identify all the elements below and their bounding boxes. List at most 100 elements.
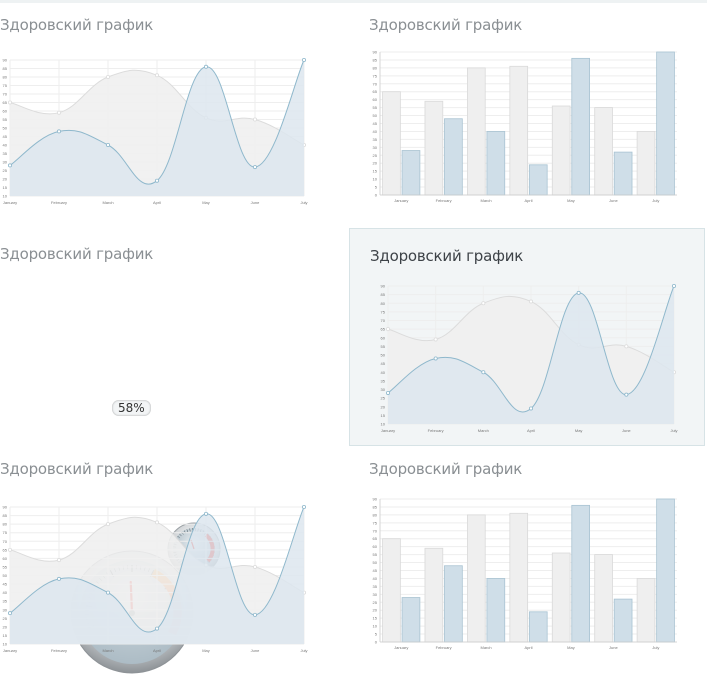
x-tick-label: July: [300, 200, 307, 205]
y-tick-label: 85: [381, 292, 386, 297]
data-point: [106, 75, 111, 80]
area-chart: 10 15 20 25 30 35 40 45 50 55 60 65 70 75 80 85 90 Januar…: [3, 58, 308, 206]
bar: [382, 91, 401, 196]
y-tick-label: 35: [373, 584, 378, 589]
y-tick-label: 10: [373, 177, 378, 182]
gauge-chart: [70, 522, 221, 674]
bar: [467, 514, 486, 643]
gridlines: [380, 51, 677, 196]
data-point: [252, 117, 257, 122]
y-tick-label: 75: [373, 73, 378, 78]
y-tick-label: 80: [3, 522, 8, 527]
series-line: [9, 506, 305, 633]
bar: [656, 51, 675, 196]
data-point: [301, 505, 306, 510]
y-tick-label: 60: [373, 544, 378, 549]
data-point: [301, 58, 306, 63]
bar: [401, 597, 421, 643]
data-point: [624, 392, 629, 397]
x-tick-label: April: [524, 645, 532, 650]
data-point: [106, 522, 111, 527]
x-tick-label: May: [202, 200, 210, 205]
x-tick-label: June: [622, 428, 631, 433]
x-tick-label: May: [567, 198, 575, 203]
gridlines: [380, 498, 677, 643]
x-tick-label: March: [102, 200, 113, 205]
y-tick-label: 70: [373, 81, 378, 86]
x-tick-label: July: [652, 645, 659, 650]
y-tick-label: 30: [3, 607, 8, 612]
y-tick-label: 80: [381, 301, 386, 306]
data-point: [154, 626, 159, 631]
panel-bar-bottom-right: Здоровский график 0 5 10 15 20 25 30 35 40 45 50 55…: [345, 448, 707, 683]
gauge-readout: 58%: [112, 400, 151, 416]
panel-line-bottom-left: Здоровский график 10 15 20 25 30 35 40 45 50 55 60…: [0, 448, 340, 683]
data-point: [57, 576, 62, 581]
y-tick-label: 70: [381, 318, 386, 323]
y-tick-label: 65: [381, 327, 386, 332]
x-tick-label: February: [436, 198, 452, 203]
gauge-tick: [189, 528, 191, 532]
bar: [594, 107, 613, 196]
x-tick-label: May: [567, 645, 575, 650]
data-point: [7, 547, 12, 552]
bar: [613, 151, 633, 196]
bar: [528, 611, 548, 643]
series-area: [388, 286, 674, 424]
gauge-tick: [186, 529, 189, 533]
y-tick-label: 50: [381, 353, 386, 358]
y-tick-label: 55: [373, 105, 378, 110]
panel-title: Здоровский график: [370, 247, 524, 265]
data-point: [57, 110, 62, 115]
y-tick-label: 75: [3, 530, 8, 535]
x-tick-label: April: [153, 648, 161, 653]
x-tick-label: January: [381, 428, 395, 433]
x-tick-label: April: [153, 200, 161, 205]
data-point: [154, 520, 159, 525]
x-tick-label: January: [3, 648, 17, 653]
data-point: [203, 511, 208, 516]
y-tick-label: 45: [3, 134, 8, 139]
y-tick-label: 15: [3, 633, 8, 638]
x-tick-label: June: [251, 648, 260, 653]
y-tick-label: 55: [373, 552, 378, 557]
y-tick-label: 50: [373, 113, 378, 118]
data-point: [106, 142, 111, 147]
data-point: [386, 327, 391, 332]
y-tick-label: 30: [373, 592, 378, 597]
y-tick-label: 0: [375, 640, 378, 645]
x-tick-label: March: [481, 645, 492, 650]
data-point: [528, 299, 533, 304]
data-point: [252, 165, 257, 170]
x-tick-label: January: [394, 198, 408, 203]
data-point: [252, 564, 257, 569]
data-point: [154, 178, 159, 183]
y-tick-label: 80: [373, 65, 378, 70]
bar: [528, 164, 548, 196]
bar: [401, 150, 421, 196]
data-point: [386, 390, 391, 395]
bar: [571, 57, 590, 196]
y-tick-label: 45: [373, 121, 378, 126]
bar: [509, 65, 529, 196]
x-tick-label: June: [609, 645, 618, 650]
bar: [467, 67, 486, 196]
y-tick-label: 20: [373, 161, 378, 166]
x-tick-label: May: [202, 648, 210, 653]
panel-bar-top-right: Здоровский график 0 5 10 15 20 25 30 35 40 45 50 55…: [345, 0, 707, 225]
series-line: [9, 59, 305, 185]
y-tick-label: 15: [3, 185, 8, 190]
bar: [636, 578, 656, 643]
bar: [382, 538, 401, 643]
series-area: [10, 507, 304, 644]
y-tick-label: 25: [373, 153, 378, 158]
y-tick-label: 60: [373, 97, 378, 102]
x-tick-label: June: [609, 198, 618, 203]
bar: [486, 578, 506, 643]
x-tick-label: April: [527, 428, 535, 433]
x-tick-label: July: [300, 648, 307, 653]
data-point: [528, 406, 533, 411]
y-tick-label: 30: [373, 145, 378, 150]
y-tick-label: 85: [3, 513, 8, 518]
area-chart: 10 15 20 25 30 35 40 45 50 55 60 65 70 75 80 85 90 Januar…: [381, 284, 678, 434]
